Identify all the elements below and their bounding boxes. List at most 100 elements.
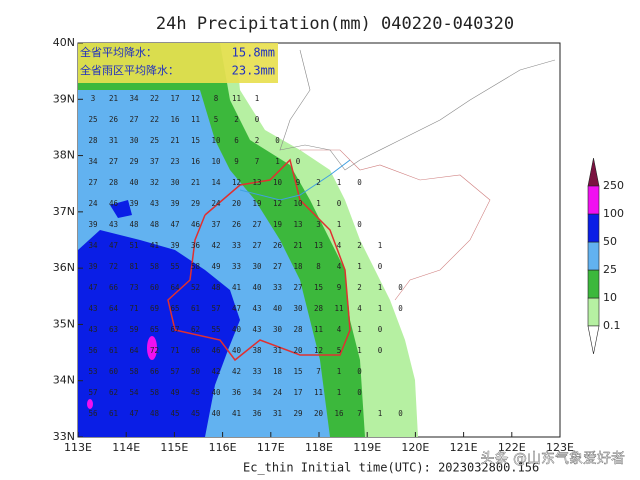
station-value: 63 [109, 325, 118, 334]
station-value: 52 [191, 283, 200, 292]
station-value: 27 [273, 262, 282, 271]
legend-label: 50 [603, 235, 617, 248]
station-value: 61 [109, 346, 118, 355]
station-value: 47 [129, 409, 138, 418]
station-value: 41 [232, 409, 241, 418]
station-value: 7 [357, 409, 362, 418]
lat-tick-label: 38N [53, 149, 75, 162]
station-value: 0 [337, 199, 342, 208]
station-value: 30 [129, 136, 139, 145]
station-value: 31 [273, 346, 282, 355]
station-value: 1 [378, 283, 383, 292]
station-value: 0 [357, 388, 362, 397]
station-value: 21 [293, 241, 302, 250]
station-value: 64 [170, 283, 180, 292]
station-value: 0 [398, 409, 403, 418]
station-value: 36 [232, 388, 242, 397]
station-value: 17 [293, 388, 302, 397]
station-value: 19 [252, 199, 261, 208]
station-value: 42 [211, 367, 220, 376]
station-value: 12 [314, 346, 323, 355]
legend-label: 250 [603, 179, 624, 192]
legend-swatch [587, 185, 600, 215]
station-value: 72 [150, 346, 159, 355]
station-value: 0 [357, 178, 362, 187]
station-value: 2 [234, 115, 239, 124]
station-value: 21 [191, 178, 200, 187]
station-value: 34 [88, 241, 98, 250]
station-value: 18 [293, 262, 303, 271]
station-value: 22 [150, 115, 159, 124]
station-value: 13 [293, 220, 302, 229]
station-value: 2 [255, 136, 260, 145]
map-plot: 3 21 34 22 17 12 8 11 125 26 27 22 16 11 5 2 028 31 30 25 21… [77, 42, 561, 438]
station-value: 8 [214, 94, 219, 103]
station-value: 26 [109, 115, 119, 124]
station-value: 11 [232, 94, 241, 103]
station-value: 0 [398, 304, 403, 313]
station-value: 65 [170, 304, 179, 313]
station-value: 24 [273, 388, 283, 397]
station-value: 33 [232, 241, 241, 250]
station-value: 58 [129, 367, 139, 376]
station-value: 31 [109, 136, 118, 145]
station-value: 2 [316, 178, 321, 187]
station-value: 4 [337, 262, 342, 271]
station-value: 1 [378, 304, 383, 313]
lon-tick-label: 113E [64, 441, 92, 454]
station-value: 0 [378, 325, 383, 334]
station-value: 1 [357, 262, 362, 271]
station-value: 55 [211, 325, 220, 334]
station-value: 43 [88, 325, 97, 334]
station-value: 12 [232, 178, 241, 187]
station-value: 11 [314, 388, 323, 397]
station-value: 39 [88, 262, 97, 271]
lon-tick-label: 115E [160, 441, 188, 454]
province-border [167, 158, 351, 362]
station-value: 6 [234, 136, 239, 145]
lat-tick-label: 33N [53, 430, 75, 443]
station-value: 56 [88, 346, 98, 355]
info-value: 23.3mm [232, 64, 275, 78]
station-value: 15 [314, 283, 323, 292]
station-value: 0 [255, 115, 260, 124]
station-value: 1 [357, 325, 362, 334]
station-value: 40 [273, 304, 283, 313]
station-value: 1 [337, 388, 342, 397]
station-value: 0 [275, 136, 280, 145]
station-value: 1 [275, 157, 280, 166]
lat-tick-label: 35N [53, 317, 75, 330]
station-value: 81 [129, 262, 138, 271]
station-value: 1 [337, 178, 342, 187]
station-value: 13 [314, 241, 323, 250]
coastline [279, 49, 556, 171]
lon-tick-label: 122E [498, 441, 526, 454]
station-value: 33 [273, 283, 282, 292]
lon-tick-label: 120E [401, 441, 429, 454]
station-value: 29 [129, 157, 138, 166]
station-value: 4 [337, 241, 342, 250]
station-value: 46 [109, 199, 119, 208]
station-value: 40 [232, 325, 242, 334]
station-value: 47 [88, 283, 97, 292]
station-value: 34 [88, 157, 98, 166]
station-value: 14 [211, 178, 221, 187]
station-value: 57 [170, 367, 179, 376]
watermark: 头条 @山东气象爱好者 [481, 450, 625, 467]
station-value: 49 [170, 388, 179, 397]
station-value: 40 [211, 409, 221, 418]
station-value: 16 [191, 157, 201, 166]
station-value: 40 [232, 346, 242, 355]
station-value: 30 [293, 304, 303, 313]
station-value: 57 [211, 304, 220, 313]
station-value: 61 [191, 304, 200, 313]
station-value: 48 [150, 409, 160, 418]
station-value: 17 [170, 94, 179, 103]
station-value: 2 [357, 241, 362, 250]
station-value: 21 [170, 136, 179, 145]
station-value: 20 [293, 346, 303, 355]
station-value: 43 [109, 220, 118, 229]
station-value: 47 [232, 304, 241, 313]
station-value: 39 [170, 199, 179, 208]
station-value: 71 [129, 304, 138, 313]
